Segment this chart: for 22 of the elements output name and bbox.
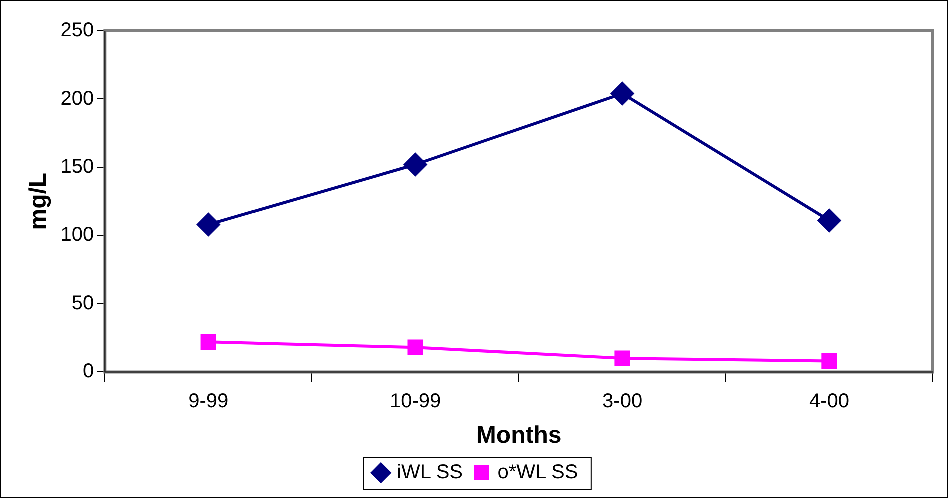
y-tick-label: 0 [83, 360, 94, 383]
x-tick-label: 9-99 [188, 390, 229, 413]
point [200, 334, 217, 350]
point [197, 213, 220, 236]
point [404, 153, 428, 176]
x-axis-title: Months [476, 422, 562, 450]
y-axis-title: mg/L [25, 172, 52, 230]
y-tick-label: 200 [60, 88, 94, 110]
x-tick-label: 4-00 [810, 390, 850, 413]
point [818, 209, 842, 232]
x-tick-label: 3-00 [602, 390, 643, 413]
point [408, 340, 424, 356]
point [614, 350, 630, 366]
legend-label: o*WL SS [498, 462, 578, 484]
y-tick-label: 150 [60, 156, 94, 178]
point [611, 82, 634, 106]
y-tick-label: 250 [60, 20, 94, 42]
point [822, 353, 838, 370]
legend-label: iWL SS [397, 462, 464, 484]
y-tick-label: 100 [60, 224, 94, 246]
x-tick-label: 10-99 [390, 390, 442, 413]
y-tick-label: 50 [72, 292, 94, 314]
